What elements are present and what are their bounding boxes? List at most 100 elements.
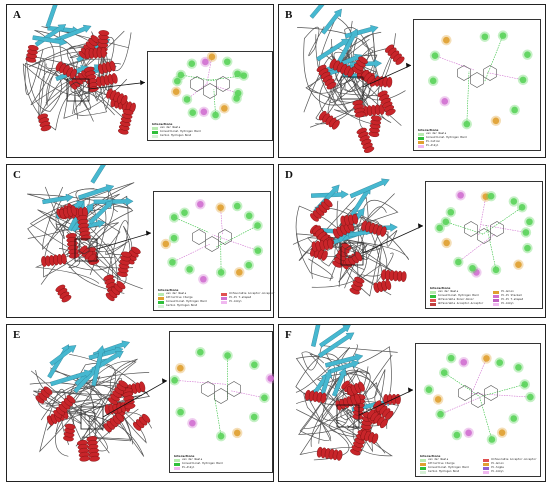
legend-item: Carbon Hydrogen Bond	[152, 134, 201, 138]
residue-node	[249, 359, 260, 370]
legend-label: Pi-Pi T-shaped	[501, 298, 524, 301]
beta-sheet	[317, 332, 355, 358]
ligand-stick	[344, 245, 356, 259]
residue-node	[455, 190, 466, 201]
legend-label: Unfavorable Acceptor-Acceptor	[438, 302, 484, 305]
legend-label: Conventional Hydrogen Bond	[160, 130, 201, 133]
ligand-ring	[218, 229, 232, 245]
legend-item: Unfavorable Acceptor-Acceptor	[221, 292, 275, 296]
residue-node	[525, 391, 536, 403]
protein-structure	[292, 178, 424, 297]
ligand-ring	[457, 65, 471, 81]
legend-item: Pi-Pi Stacked	[493, 294, 546, 298]
legend-title: Interactions	[430, 286, 451, 290]
residue-node	[195, 199, 206, 210]
alpha-helix	[374, 75, 393, 88]
alpha-helix	[384, 44, 405, 65]
legend-label: Pi-Alkyl	[501, 302, 514, 305]
residue-node	[172, 75, 183, 87]
legend-label: Pi-Anion	[501, 290, 514, 293]
legend-item: Unfavorable Donor-Donor	[430, 298, 483, 302]
interaction-diagram: Interactions van der Waals Conventional Hy…	[425, 181, 543, 309]
panel-f: F Interactions van der Waals Attractive Ch…	[278, 324, 546, 482]
arrow-head	[146, 230, 151, 236]
ligand-ring	[483, 65, 497, 81]
beta-sheet	[335, 28, 358, 66]
interaction-line	[213, 89, 216, 116]
residue-node	[215, 267, 227, 278]
legend-item: van der Waals	[152, 126, 201, 130]
beta-sheet	[45, 5, 58, 28]
alpha-helix	[41, 253, 67, 267]
residue-node	[524, 216, 535, 227]
residue-node	[215, 202, 226, 213]
alpha-helix	[37, 113, 52, 132]
beta-sheet	[309, 5, 325, 19]
legend: Interactions van der Waals Conventional Hy…	[418, 128, 473, 148]
interaction-line	[445, 221, 483, 235]
residue-node	[479, 31, 491, 42]
legend-swatch	[483, 470, 490, 474]
alpha-helix	[96, 73, 118, 88]
residue-node	[517, 74, 529, 86]
interaction-line	[478, 196, 487, 236]
ligand-stick	[70, 81, 82, 95]
residue-node	[179, 207, 190, 218]
residue-node	[423, 384, 435, 395]
legend-item: Pi-Anion	[483, 462, 536, 466]
residue-node	[187, 418, 198, 429]
coil-loop	[303, 26, 358, 106]
legend-item: van der Waals	[420, 458, 473, 462]
residue-node	[485, 190, 497, 202]
ligand-ring	[205, 236, 219, 252]
residue-node	[243, 210, 255, 222]
legend-label: Pi-Pi Stacked	[501, 294, 522, 297]
interaction-diagram: Interactions van der Waals Conventional Hy…	[413, 19, 541, 151]
ligand-2d-diagram	[423, 352, 536, 445]
pointer-arrow	[96, 232, 152, 250]
legend-title: Interactions	[418, 128, 439, 132]
legend-swatch	[158, 304, 164, 308]
residue-node	[232, 427, 243, 439]
residue-node	[481, 353, 492, 364]
panel-letter: F	[285, 329, 292, 341]
residue-node	[490, 264, 502, 276]
legend-label: Unfavorable Acceptor-Acceptor	[491, 458, 537, 461]
residue-node	[486, 434, 498, 445]
ligand-ring	[227, 381, 241, 397]
interaction-line	[480, 384, 525, 397]
alpha-helix	[117, 109, 134, 135]
alpha-helix	[316, 446, 343, 461]
residue-node	[181, 94, 193, 105]
legend-swatch	[152, 130, 158, 134]
residue-node	[198, 274, 209, 285]
residue-node	[461, 118, 473, 130]
interaction-line	[479, 397, 493, 440]
legend-item: Pi-Pi T-shaped	[493, 298, 546, 302]
panel-d: D Interactions van der Waals Conventional …	[278, 164, 546, 318]
ligand-stick	[84, 409, 96, 423]
legend-item: Conventional Hydrogen Bond	[420, 466, 473, 470]
alpha-helix	[373, 279, 392, 293]
beta-sheet	[316, 38, 350, 62]
beta-sheet	[90, 165, 106, 184]
ligand-ring	[490, 221, 504, 237]
alpha-helix	[105, 280, 126, 302]
legend-item: Pi-Alkyl	[418, 144, 467, 148]
alpha-helix	[132, 413, 151, 431]
alpha-helix	[377, 90, 396, 116]
alpha-helix	[368, 115, 382, 138]
ligand-binding-box	[66, 78, 90, 102]
residue-node	[451, 429, 463, 441]
alpha-helix	[77, 439, 91, 462]
legend-swatch	[493, 298, 500, 302]
pointer-arrow	[102, 380, 167, 418]
residue-node	[195, 346, 206, 358]
residue-node	[453, 256, 464, 268]
coil-loop	[46, 402, 133, 442]
beta-sheet	[78, 184, 115, 200]
alpha-helix	[55, 61, 77, 79]
legend-item: Unfavorable Acceptor-Acceptor	[483, 458, 537, 462]
residue-node	[467, 263, 478, 274]
residue-node	[434, 222, 445, 234]
